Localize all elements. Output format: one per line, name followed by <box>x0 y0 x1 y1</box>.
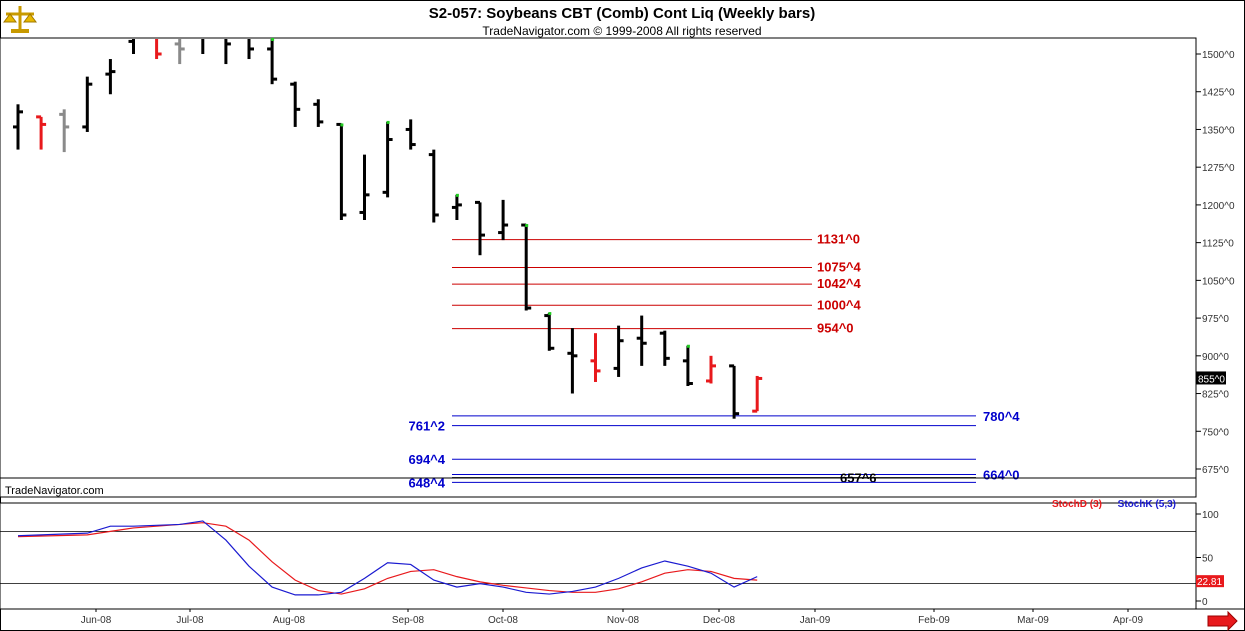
price-tick-label: 825^0 <box>1202 390 1229 401</box>
signal-marker <box>525 224 529 228</box>
price-tick-label: 900^0 <box>1202 352 1229 363</box>
last-price-box <box>1196 371 1226 385</box>
x-tick-label: Oct-08 <box>488 615 518 626</box>
signal-marker <box>686 344 690 348</box>
stochd-line <box>17 522 758 595</box>
price-tick-label: 1425^0 <box>1202 88 1235 99</box>
x-tick-label: Apr-09 <box>1113 615 1143 626</box>
resistance-label: 1075^4 <box>817 260 862 275</box>
price-tick-label: 1500^0 <box>1202 50 1235 61</box>
x-tick-label: Sep-08 <box>392 615 425 626</box>
price-tick-label: 975^0 <box>1202 314 1229 325</box>
scale-logo-icon <box>3 6 37 33</box>
signal-marker <box>548 312 552 316</box>
scroll-right-icon[interactable] <box>1207 610 1238 631</box>
support-label: 648^4 <box>408 475 445 490</box>
signal-marker <box>340 123 344 127</box>
price-tick-label: 1275^0 <box>1202 163 1235 174</box>
stochk-line <box>17 520 758 596</box>
x-tick-label: Jul-08 <box>176 615 204 626</box>
support-label: 664^0 <box>983 468 1020 483</box>
resistance-label: 1131^0 <box>817 232 860 247</box>
resistance-label: 1042^4 <box>817 276 862 291</box>
price-tick-label: 1200^0 <box>1202 201 1235 212</box>
stochd-legend: StochD (3) <box>1052 499 1102 510</box>
x-tick-label: Nov-08 <box>607 615 640 626</box>
signal-marker <box>271 38 275 41</box>
resistance-label: 1000^4 <box>817 297 862 312</box>
stoch-tick-label: 50 <box>1202 554 1214 565</box>
stoch-last-label: 22.81 <box>1197 577 1222 588</box>
price-tick-label: 1125^0 <box>1202 239 1234 250</box>
chart-title: S2-057: Soybeans CBT (Comb) Cont Liq (We… <box>429 5 815 22</box>
signal-marker <box>455 193 459 197</box>
price-tick-label: 1350^0 <box>1202 125 1235 136</box>
stoch-last-box <box>1196 575 1224 588</box>
watermark-text: TradeNavigator.com <box>5 485 104 497</box>
signal-marker <box>386 120 390 124</box>
price-tick-label: 750^0 <box>1202 427 1229 438</box>
support-label: 694^4 <box>408 452 445 467</box>
x-tick-label: Mar-09 <box>1017 615 1049 626</box>
support-label: 761^2 <box>408 419 445 434</box>
copyright-text: TradeNavigator.com © 1999-2008 All right… <box>482 24 761 38</box>
resistance-label: 954^0 <box>817 321 854 336</box>
stoch-panel <box>0 502 1197 610</box>
last-price-label: 855^0 <box>1198 374 1225 385</box>
price-tick-label: 675^0 <box>1202 465 1229 476</box>
x-tick-label: Jun-08 <box>81 615 112 626</box>
x-tick-label: Feb-09 <box>918 615 950 626</box>
stochk-legend: StochK (5,3) <box>1118 499 1176 510</box>
stoch-tick-label: 100 <box>1202 510 1219 521</box>
x-tick-label: Aug-08 <box>273 615 306 626</box>
stoch-tick-label: 0 <box>1202 597 1208 608</box>
x-tick-label: Jan-09 <box>800 615 831 626</box>
x-tick-label: Dec-08 <box>703 615 736 626</box>
support-label: 780^4 <box>983 409 1020 424</box>
price-tick-label: 1050^0 <box>1202 276 1235 287</box>
